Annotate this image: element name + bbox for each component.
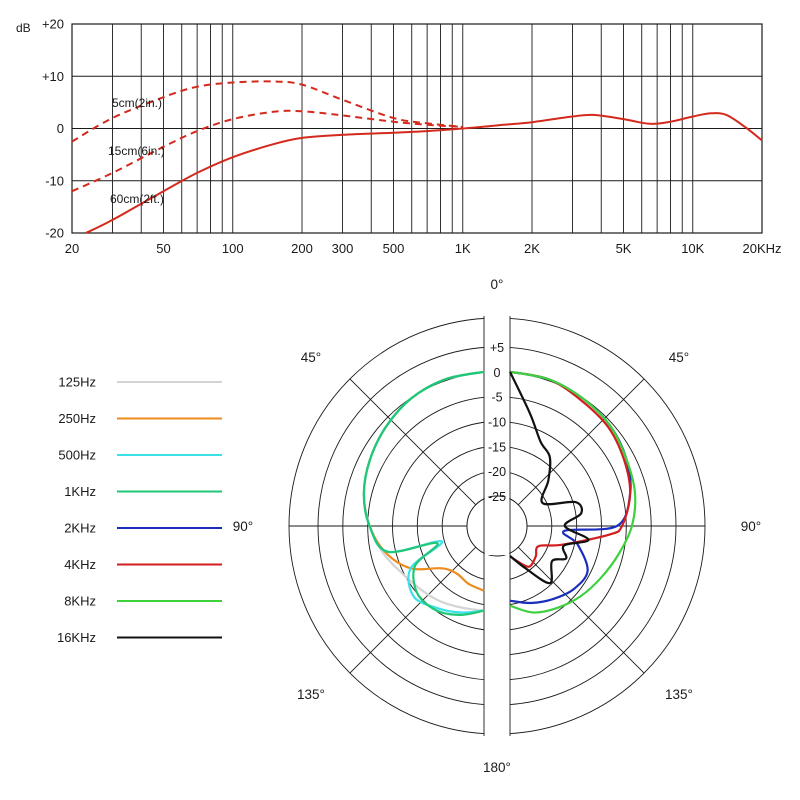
proximity-5cm-line xyxy=(71,80,463,143)
polar-grid xyxy=(288,316,706,736)
legend-label: 125Hz xyxy=(58,375,96,390)
legend-label: 500Hz xyxy=(58,448,96,463)
x-tick-label: 5K xyxy=(616,241,632,256)
frequency-response-series xyxy=(71,80,763,234)
frequency-response-grid xyxy=(71,23,763,234)
polar-radial-label: -15 xyxy=(488,440,506,454)
legend-item: 250Hz xyxy=(58,411,222,426)
plot-frame xyxy=(71,23,763,234)
curve-annotation: 5cm(2in.) xyxy=(112,96,162,110)
polar-radial-label: 0 xyxy=(494,366,501,380)
polar-angle-label: 90° xyxy=(741,519,761,534)
polar-angle-label: 135° xyxy=(297,687,325,702)
y-tick-label: +10 xyxy=(42,69,64,84)
polar-angle-label: 45° xyxy=(301,350,321,365)
x-tick-label: 1K xyxy=(455,241,471,256)
x-tick-label: 500 xyxy=(383,241,405,256)
polar-curve-16khz xyxy=(509,371,590,585)
polar-curve-4khz xyxy=(509,370,632,568)
polar-radial-label: -25 xyxy=(488,490,506,504)
legend-item: 2KHz xyxy=(64,521,222,536)
y-tick-label: +20 xyxy=(42,17,64,32)
x-tick-label: 100 xyxy=(222,241,244,256)
far-field-60cm-line xyxy=(85,112,763,234)
legend-label: 4KHz xyxy=(64,557,96,572)
polar-center-gap xyxy=(484,497,510,555)
polar-curve-500hz xyxy=(362,370,485,614)
polar-radial-label: +5 xyxy=(490,341,504,355)
y-tick-label: -10 xyxy=(45,173,64,188)
x-tick-label: 300 xyxy=(332,241,354,256)
y-tick-label: -20 xyxy=(45,226,64,241)
polar-angle-label: 135° xyxy=(665,687,693,702)
y-axis-label: dB xyxy=(16,21,31,35)
legend-item: 4KHz xyxy=(64,557,222,572)
legend-item: 500Hz xyxy=(58,448,222,463)
frequency-response-chart: 20 50 100 200 300 500 1K 2K 5K 10K 20KHz +20 +10 0 -10… xyxy=(16,17,782,257)
polar-series xyxy=(362,370,637,617)
polar-radial-label: -10 xyxy=(488,416,506,430)
polar-angle-label: 180° xyxy=(483,760,511,775)
polar-curve-2khz xyxy=(509,370,632,605)
y-tick-label: 0 xyxy=(57,121,64,136)
legend-label: 2KHz xyxy=(64,521,96,536)
legend-item: 16KHz xyxy=(57,630,222,645)
polar-angle-label: 0° xyxy=(491,277,504,292)
polar-curve-8khz xyxy=(509,370,637,614)
legend-label: 1KHz xyxy=(64,484,96,499)
legend-label: 250Hz xyxy=(58,411,96,426)
polar-curve-125hz xyxy=(362,370,485,612)
polar-radial-label: -5 xyxy=(491,391,502,405)
proximity-15cm-line xyxy=(71,109,463,193)
curve-annotation: 60cm(2ft.) xyxy=(110,192,164,206)
x-tick-label: 2K xyxy=(524,241,540,256)
legend-label: 16KHz xyxy=(57,630,96,645)
polar-pattern-chart: +5 0 -5 -10 -15 -20 -25 0° 45° 45° 90° 90° 135° 135° 1… xyxy=(233,277,761,775)
legend-item: 125Hz xyxy=(58,375,222,390)
curve-annotation: 15cm(6in.) xyxy=(108,144,165,158)
legend-item: 8KHz xyxy=(64,594,222,609)
x-tick-label: 20KHz xyxy=(742,241,781,256)
frequency-response-labels: 20 50 100 200 300 500 1K 2K 5K 10K 20KHz +20 +10 0 -10… xyxy=(42,17,782,257)
x-tick-label: 10K xyxy=(681,241,704,256)
legend-label: 8KHz xyxy=(64,594,96,609)
x-tick-label: 200 xyxy=(291,241,313,256)
x-tick-label: 50 xyxy=(156,241,170,256)
polar-radial-label: -20 xyxy=(488,465,506,479)
legend-item: 1KHz xyxy=(64,484,222,499)
legend: 125Hz 250Hz 500Hz 1KHz 2KHz 4KHz 8KHz 16KHz xyxy=(57,375,222,645)
x-tick-label: 20 xyxy=(65,241,79,256)
polar-angle-label: 45° xyxy=(669,350,689,365)
polar-angle-label: 90° xyxy=(233,519,253,534)
polar-curve-1khz xyxy=(362,370,485,617)
polar-labels: +5 0 -5 -10 -15 -20 -25 0° 45° 45° 90° 90° 135° 135° 1… xyxy=(233,277,761,775)
